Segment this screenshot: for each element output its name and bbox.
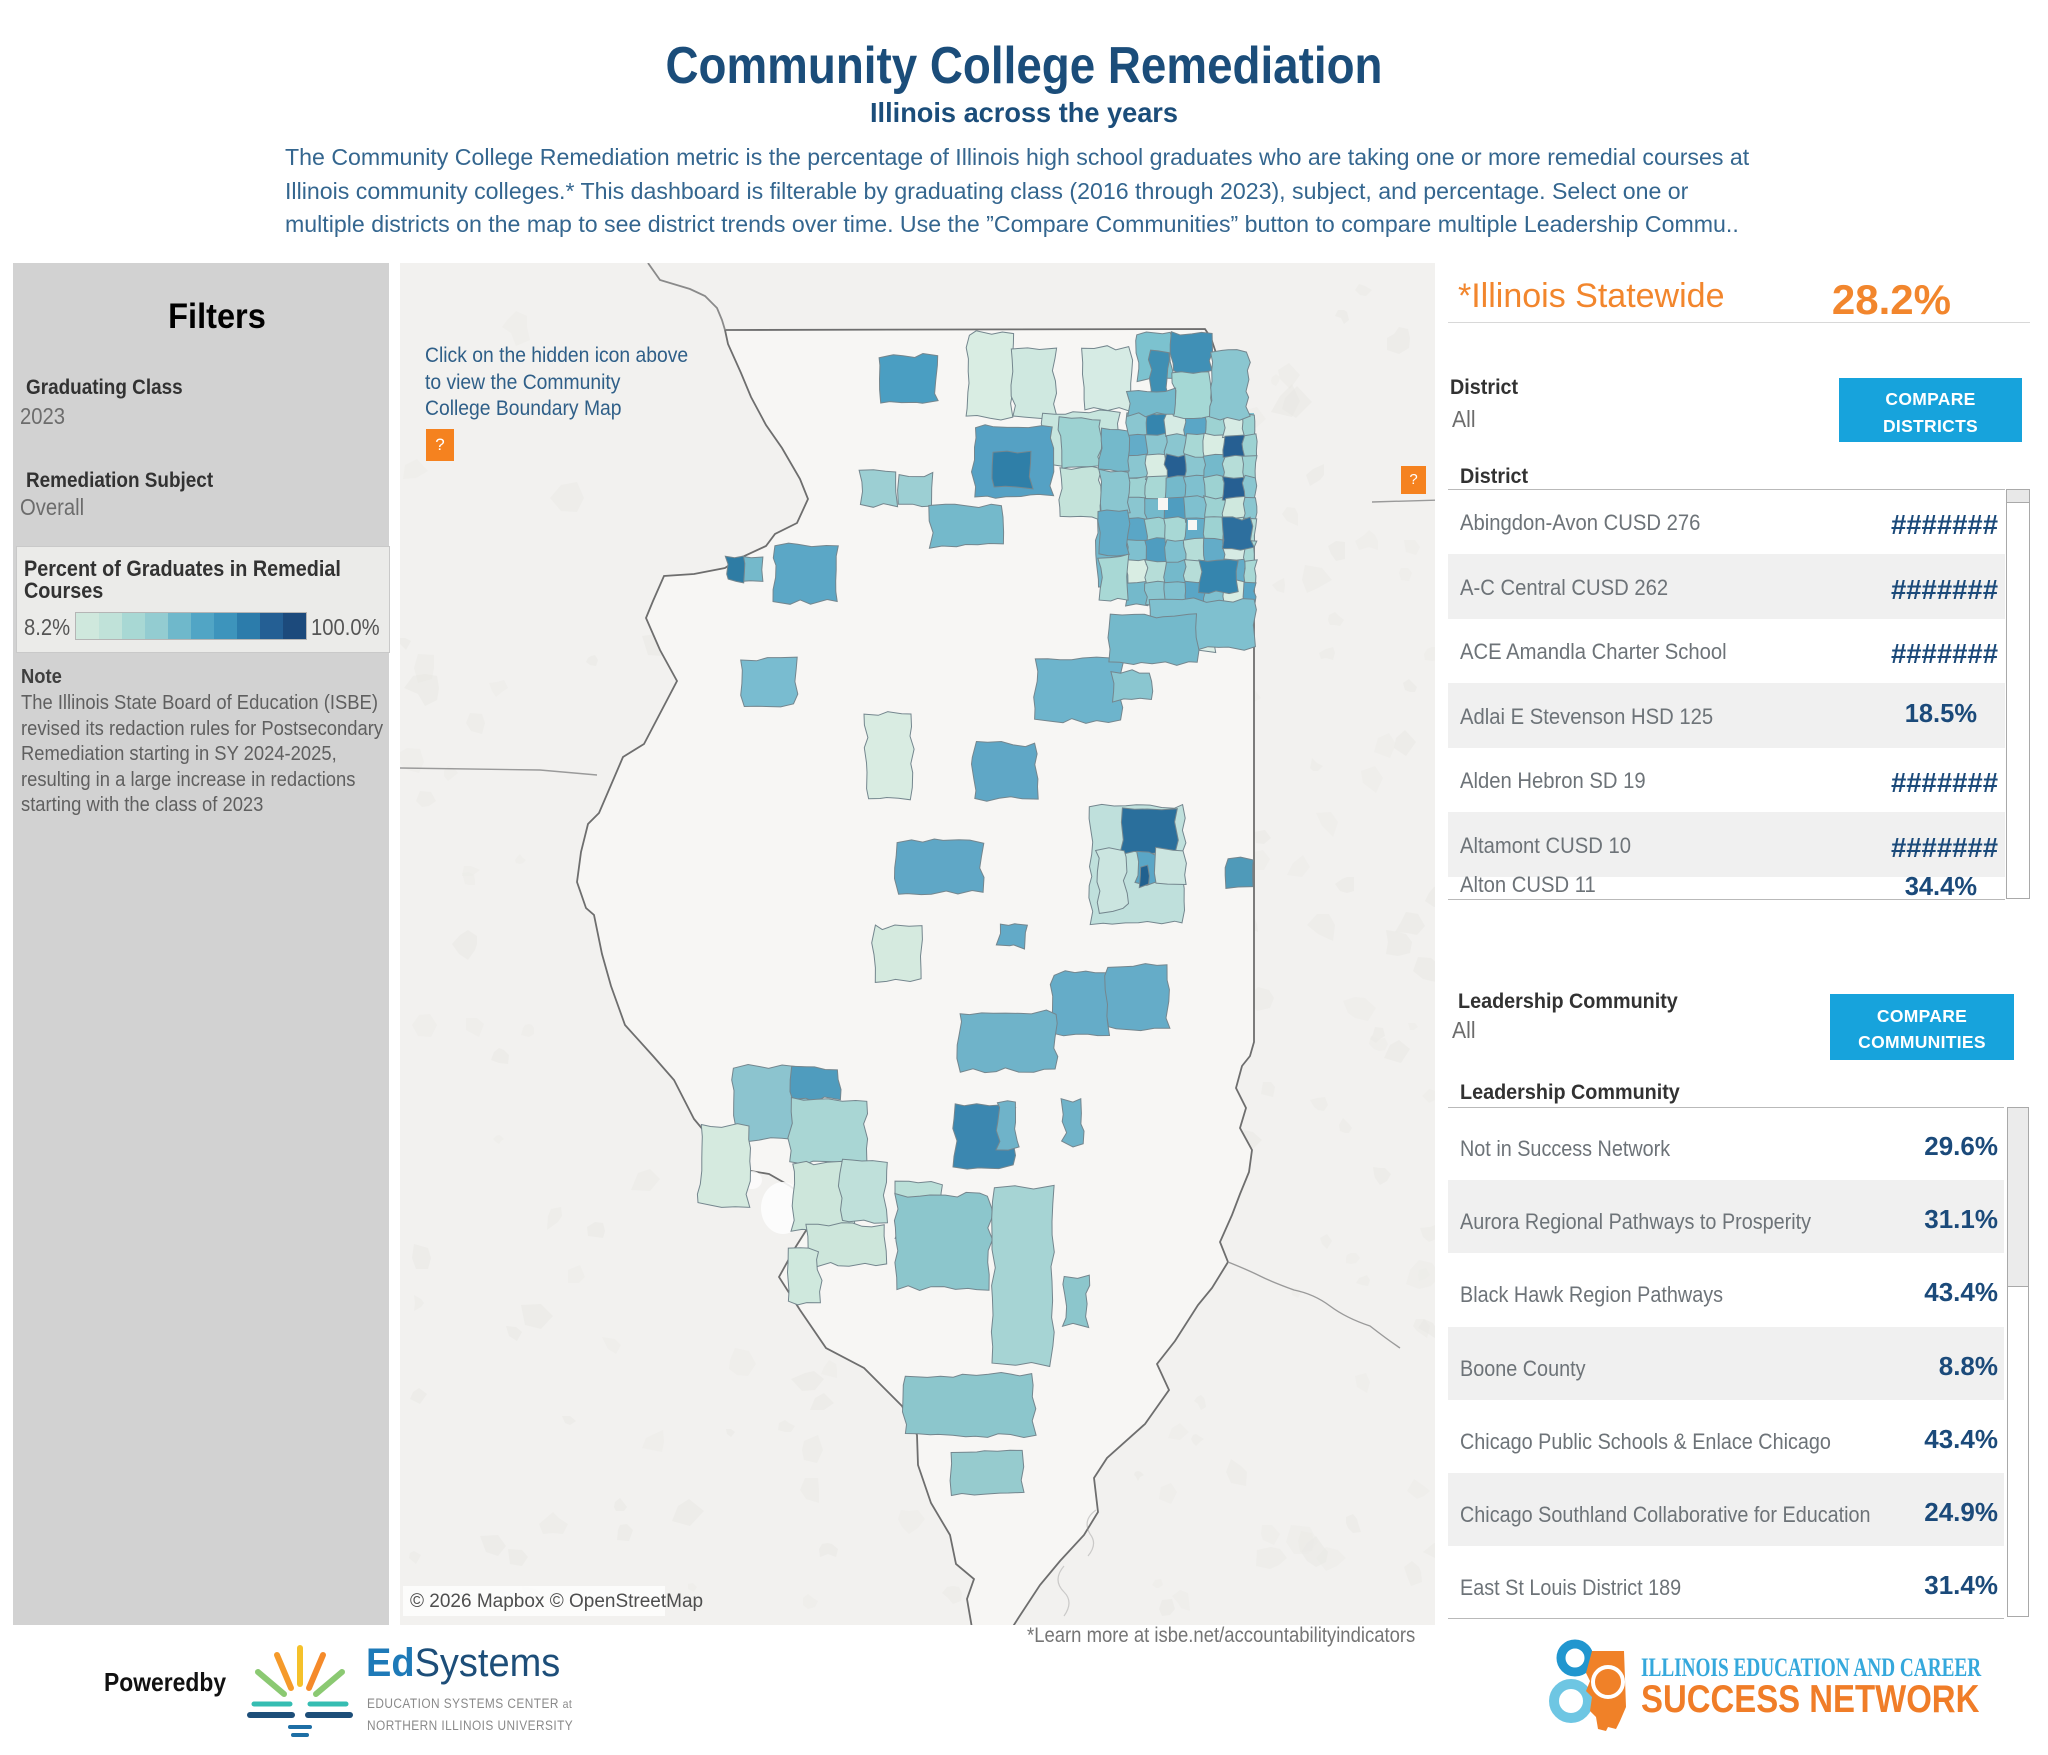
- svg-text:© 2026 Mapbox © OpenStreetMap: © 2026 Mapbox © OpenStreetMap: [410, 1591, 703, 1612]
